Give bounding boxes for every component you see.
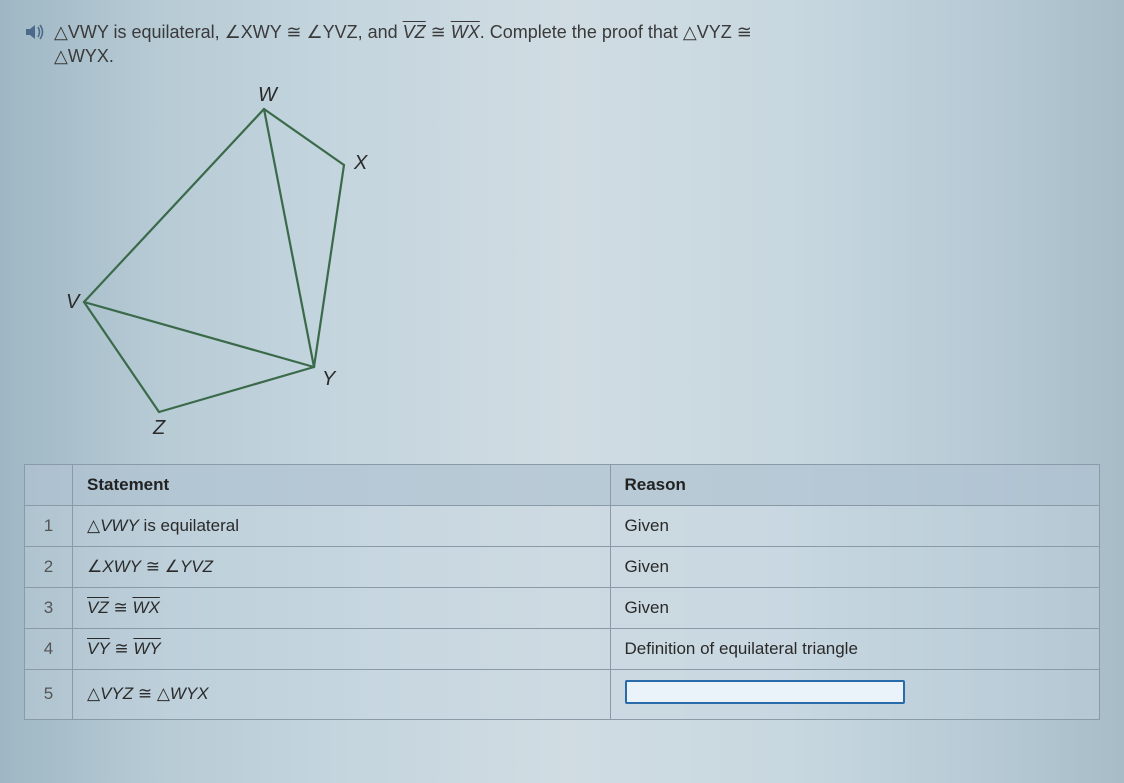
vertex-label-x: X <box>353 152 368 174</box>
statement-cell: △VWY is equilateral <box>73 505 611 546</box>
vertex-label-z: Z <box>152 417 166 439</box>
statement-cell: △VYZ ≅ △WYX <box>73 669 611 719</box>
table-row: 3VZ ≅ WXGiven <box>25 587 1100 628</box>
vertex-label-v: V <box>66 291 81 313</box>
row-number: 4 <box>25 628 73 669</box>
q-mid: ≅ <box>426 22 451 42</box>
row-number: 1 <box>25 505 73 546</box>
statement-cell: VY ≅ WY <box>73 628 611 669</box>
q-line2: △WYX. <box>54 46 114 66</box>
q-seg1: VZ <box>403 22 426 42</box>
reason-cell: Given <box>610 546 1100 587</box>
col-statement-header: Statement <box>73 464 611 505</box>
statement-cell: ∠XWY ≅ ∠YVZ <box>73 546 611 587</box>
q-seg2: WX <box>451 22 480 42</box>
geometry-diagram: W X V Y Z <box>64 87 1100 452</box>
col-num-header <box>25 464 73 505</box>
speaker-icon[interactable] <box>24 22 46 47</box>
reason-cell: Given <box>610 505 1100 546</box>
table-row: 2∠XWY ≅ ∠YVZGiven <box>25 546 1100 587</box>
table-row: 4VY ≅ WYDefinition of equilateral triang… <box>25 628 1100 669</box>
table-row: 1△VWY is equilateralGiven <box>25 505 1100 546</box>
row-number: 5 <box>25 669 73 719</box>
reason-cell <box>610 669 1100 719</box>
vertex-label-y: Y <box>322 368 337 390</box>
statement-cell: VZ ≅ WX <box>73 587 611 628</box>
table-row: 5△VYZ ≅ △WYX <box>25 669 1100 719</box>
question-text: △VWY is equilateral, ∠XWY ≅ ∠YVZ, and VZ… <box>54 20 752 69</box>
vertex-label-w: W <box>258 87 279 106</box>
col-reason-header: Reason <box>610 464 1100 505</box>
q-prefix: △VWY is equilateral, ∠XWY ≅ ∠YVZ, and <box>54 22 403 42</box>
reason-input[interactable] <box>625 680 905 704</box>
q-suffix: . Complete the proof that △VYZ ≅ <box>480 22 752 42</box>
question-block: △VWY is equilateral, ∠XWY ≅ ∠YVZ, and VZ… <box>24 20 1100 69</box>
row-number: 2 <box>25 546 73 587</box>
row-number: 3 <box>25 587 73 628</box>
reason-cell: Given <box>610 587 1100 628</box>
proof-table: Statement Reason 1△VWY is equilateralGiv… <box>24 464 1100 720</box>
reason-cell: Definition of equilateral triangle <box>610 628 1100 669</box>
